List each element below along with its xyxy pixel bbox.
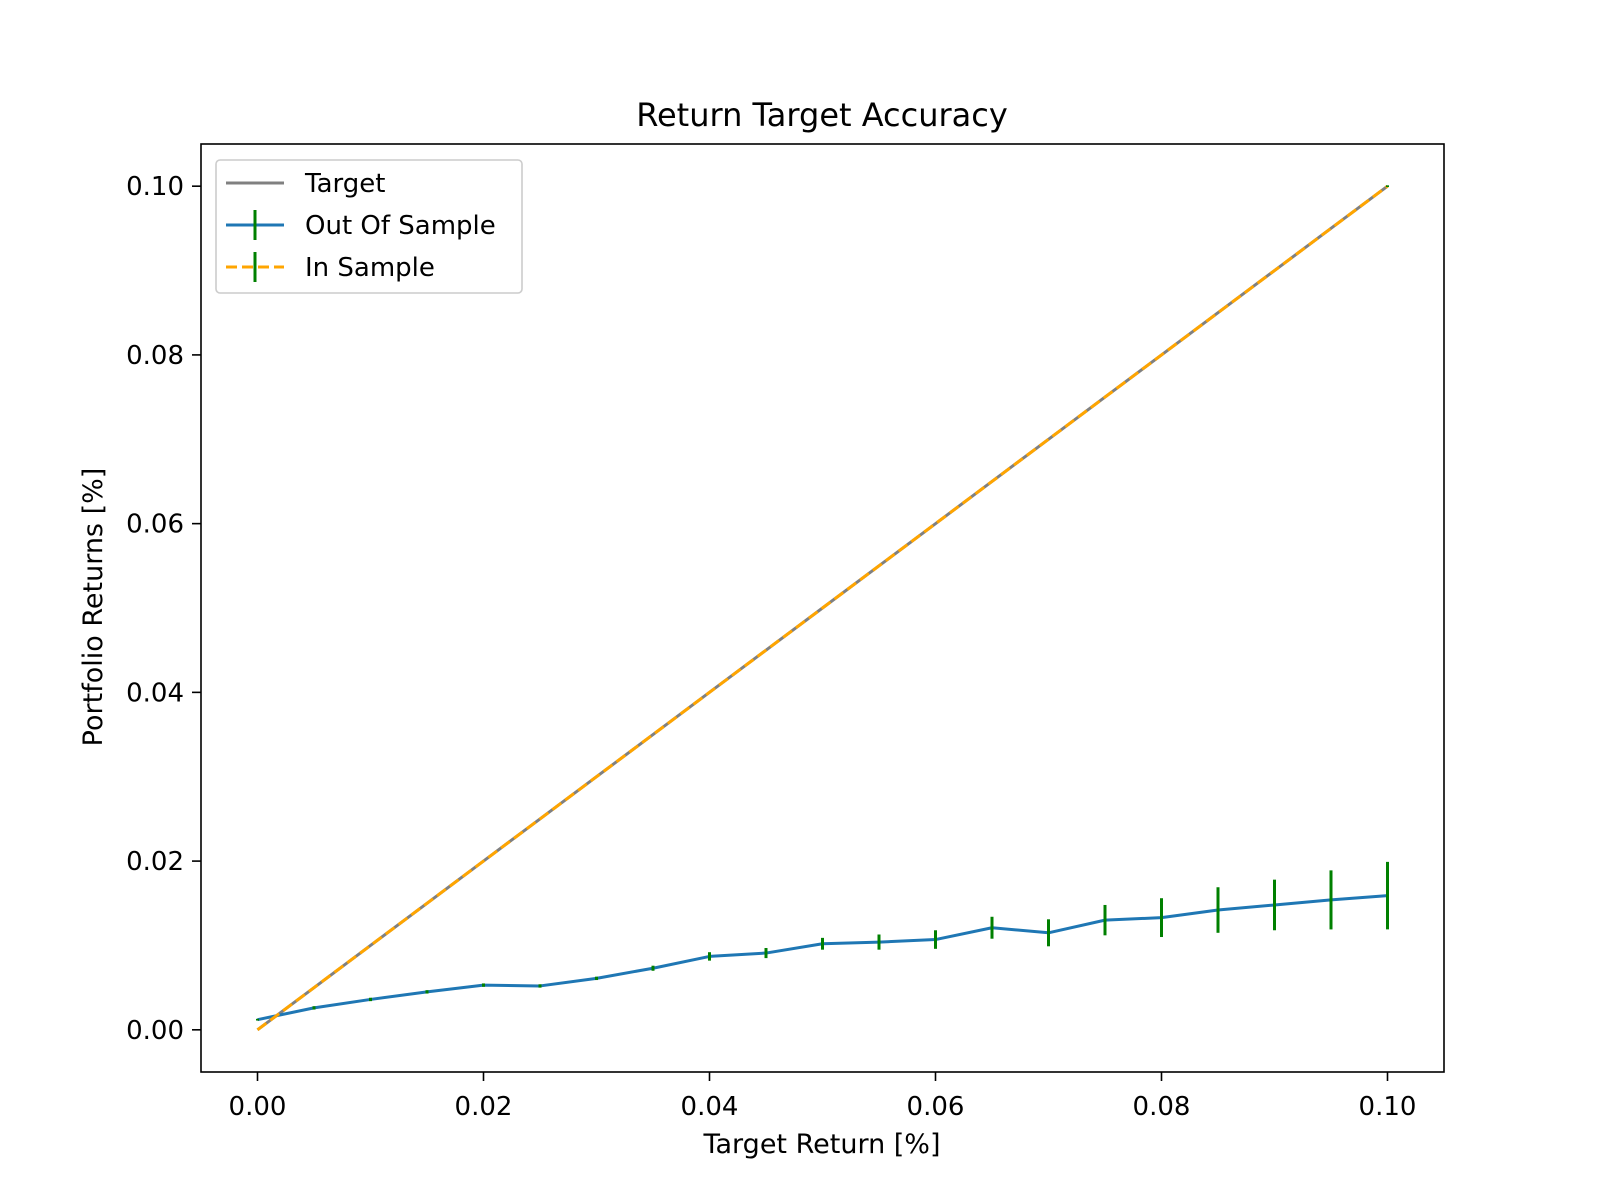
y-tick-label: 0.06 — [126, 510, 184, 540]
axes-frame — [200, 143, 1445, 1073]
x-tick-label: 0.04 — [681, 1092, 739, 1122]
y-tick-label: 0.04 — [126, 678, 184, 708]
y-axis-label: Portfolio Returns [%] — [78, 468, 109, 747]
chart-title: Return Target Accuracy — [636, 96, 1008, 134]
legend: Target Out Of Sample In Sample — [215, 159, 523, 294]
x-tick-label: 0.10 — [1359, 1092, 1417, 1122]
y-tick-label: 0.02 — [126, 847, 184, 877]
y-tick-label: 0.10 — [126, 172, 184, 202]
y-tick-label: 0.00 — [126, 1016, 184, 1046]
legend-label-in-sample: In Sample — [305, 253, 435, 283]
legend-label-out-of-sample: Out Of Sample — [305, 211, 496, 241]
series-line-in-sample — [256, 184, 1389, 1032]
plot-area: 0.00 0.02 0.04 0.06 0.08 0.10 0.00 0.02 0.04 0.06… — [126, 143, 1445, 1122]
x-tick-label: 0.06 — [907, 1092, 965, 1122]
x-tick-label: 0.02 — [455, 1092, 513, 1122]
x-axis-label: Target Return [%] — [702, 1129, 940, 1160]
y-tick-label: 0.08 — [126, 341, 184, 371]
legend-box — [215, 159, 523, 294]
legend-label-target: Target — [304, 169, 385, 199]
x-tick-label: 0.08 — [1133, 1092, 1191, 1122]
x-tick-label: 0.00 — [229, 1092, 287, 1122]
